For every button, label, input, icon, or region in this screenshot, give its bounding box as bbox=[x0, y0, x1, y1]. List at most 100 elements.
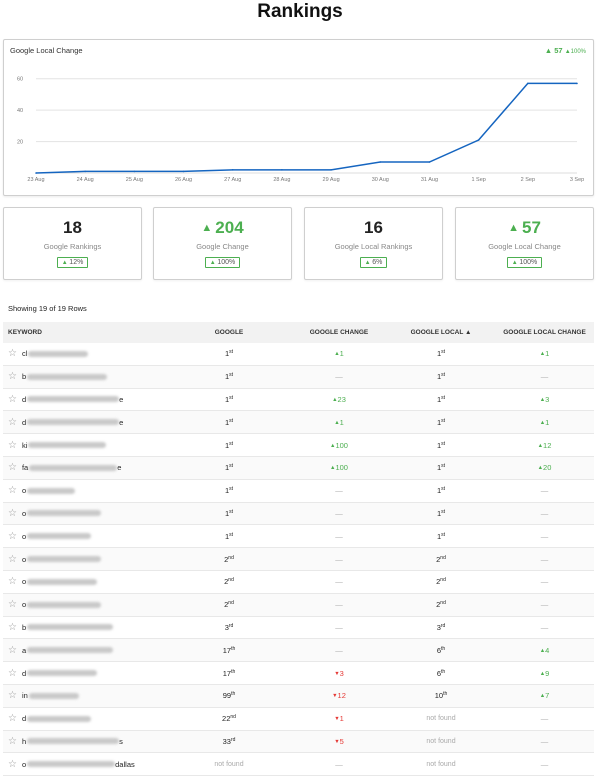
keyword-cell: ☆ o dallas bbox=[3, 759, 167, 770]
rank-suffix: th bbox=[441, 668, 446, 675]
data-point[interactable] bbox=[231, 169, 234, 171]
star-icon[interactable]: ☆ bbox=[8, 462, 17, 474]
table-row[interactable]: ☆ ki 1st ▲100 1st ▲12 bbox=[3, 434, 594, 457]
header-google-local[interactable]: GOOGLE LOCAL ▲ bbox=[410, 329, 472, 336]
star-icon[interactable]: ☆ bbox=[8, 439, 17, 451]
keyword-cell: ☆ h s bbox=[3, 736, 167, 747]
google-local-rank: 1st bbox=[387, 395, 495, 404]
stat-percent-chip: ▲ 12% bbox=[56, 257, 89, 268]
x-tick-label: 1 Sep bbox=[471, 177, 485, 183]
rank-suffix: th bbox=[441, 645, 446, 652]
table-row[interactable]: ☆ o 2nd —2nd — bbox=[3, 571, 594, 594]
google-local-change: — bbox=[540, 531, 549, 541]
rank-suffix: rd bbox=[440, 622, 446, 629]
table-row[interactable]: ☆ o 2nd —2nd — bbox=[3, 548, 594, 571]
google-rank: 3rd bbox=[167, 623, 291, 632]
rank-suffix: st bbox=[441, 463, 446, 470]
star-icon[interactable]: ☆ bbox=[8, 507, 17, 519]
data-point[interactable] bbox=[84, 170, 86, 173]
star-icon[interactable]: ☆ bbox=[8, 416, 17, 428]
data-point[interactable] bbox=[182, 170, 185, 173]
google-rank: 17th bbox=[167, 646, 291, 655]
table-row[interactable]: ☆ o 1st —1st — bbox=[3, 480, 594, 503]
star-icon[interactable]: ☆ bbox=[8, 530, 17, 542]
change-value: 1 bbox=[339, 417, 344, 427]
redacted-keyword bbox=[27, 715, 92, 722]
data-point[interactable] bbox=[379, 161, 382, 163]
data-point[interactable] bbox=[527, 82, 529, 85]
star-icon[interactable]: ☆ bbox=[8, 371, 17, 383]
rank-value: 1 bbox=[436, 463, 442, 473]
rank-suffix: st bbox=[229, 349, 234, 356]
stat-label: Google Change bbox=[196, 242, 249, 251]
rank-value: 6 bbox=[436, 668, 441, 678]
rank-value: 1 bbox=[224, 463, 230, 473]
x-tick-label: 25 Aug bbox=[126, 177, 143, 183]
table-row[interactable]: ☆ o 1st —1st — bbox=[3, 525, 594, 549]
google-rank: 1st bbox=[167, 418, 291, 427]
table-row[interactable]: ☆ o 2nd —2nd — bbox=[3, 593, 594, 617]
change-value: 100 bbox=[335, 463, 348, 473]
rank-suffix: st bbox=[441, 486, 446, 493]
table-row[interactable]: ☆ b 3rd —3rd — bbox=[3, 617, 594, 640]
keyword-cell: ☆ o bbox=[3, 599, 167, 610]
keyword-suffix: dallas bbox=[115, 759, 135, 769]
rank-value: 2 bbox=[436, 600, 441, 610]
data-point[interactable] bbox=[133, 170, 136, 173]
rank-value: 1 bbox=[224, 417, 230, 427]
star-icon[interactable]: ☆ bbox=[8, 576, 17, 588]
stat-value-text: 18 bbox=[63, 218, 82, 237]
data-point[interactable] bbox=[35, 172, 37, 174]
star-icon[interactable]: ☆ bbox=[8, 690, 17, 702]
star-icon[interactable]: ☆ bbox=[8, 735, 17, 747]
data-point[interactable] bbox=[330, 169, 332, 171]
header-keyword[interactable]: KEYWORD bbox=[8, 329, 42, 336]
up-arrow-icon: ▲ bbox=[539, 351, 546, 358]
star-icon[interactable]: ☆ bbox=[8, 621, 17, 633]
star-icon[interactable]: ☆ bbox=[8, 758, 17, 770]
star-icon[interactable]: ☆ bbox=[8, 667, 17, 679]
table-row[interactable]: ☆ h s 33rd ▼5 not found — bbox=[3, 730, 594, 754]
change-value: 1 bbox=[545, 417, 550, 427]
google-local-change: — bbox=[540, 554, 549, 564]
redacted-keyword bbox=[27, 670, 98, 677]
table-row[interactable]: ☆ in 99th ▼12 10th ▲7 bbox=[3, 684, 594, 708]
table-row[interactable]: ☆ o 1st —1st — bbox=[3, 502, 594, 526]
keyword-prefix: o bbox=[21, 600, 27, 610]
up-arrow-icon: ▲ bbox=[539, 419, 546, 426]
star-icon[interactable]: ☆ bbox=[8, 485, 17, 497]
google-rank: 2nd bbox=[167, 555, 291, 564]
data-point[interactable] bbox=[281, 169, 283, 171]
rank-value: 1 bbox=[436, 486, 442, 496]
star-icon[interactable]: ☆ bbox=[8, 348, 17, 360]
star-icon[interactable]: ☆ bbox=[8, 644, 17, 656]
star-icon[interactable]: ☆ bbox=[8, 393, 17, 405]
table-row[interactable]: ☆ b 1st —1st — bbox=[3, 365, 594, 389]
data-point[interactable] bbox=[477, 139, 480, 141]
table-row[interactable]: ☆ o dallas not found — not found — bbox=[3, 753, 594, 777]
x-tick-label: 27 Aug bbox=[224, 177, 241, 183]
header-google-local-change[interactable]: GOOGLE LOCAL CHANGE bbox=[503, 329, 586, 336]
table-row[interactable]: ☆ d 22nd ▼1 not found — bbox=[3, 708, 594, 731]
up-arrow-icon: ▲ bbox=[330, 465, 336, 472]
data-point[interactable] bbox=[576, 82, 578, 85]
google-change: — bbox=[335, 645, 343, 655]
table-row[interactable]: ☆ d e 1st ▲1 1st ▲1 bbox=[3, 411, 594, 435]
rank-value: 2 bbox=[224, 577, 229, 587]
header-google-change[interactable]: GOOGLE CHANGE bbox=[309, 329, 369, 336]
table-row[interactable]: ☆ cl 1st ▲1 1st ▲1 bbox=[3, 343, 594, 366]
star-icon[interactable]: ☆ bbox=[8, 599, 17, 611]
chart-title: Google Local Change bbox=[10, 46, 83, 55]
keyword-suffix: e bbox=[117, 463, 122, 473]
table-row[interactable]: ☆ d e 1st ▲23 1st ▲3 bbox=[3, 389, 594, 412]
star-icon[interactable]: ☆ bbox=[8, 713, 17, 725]
star-icon[interactable]: ☆ bbox=[8, 553, 17, 565]
table-row[interactable]: ☆ fa e 1st ▲100 1st ▲20 bbox=[3, 456, 594, 480]
table-row[interactable]: ☆ a 17th —6th ▲4 bbox=[3, 639, 594, 663]
google-local-change: — bbox=[540, 372, 549, 382]
data-point[interactable] bbox=[428, 161, 431, 163]
table-row[interactable]: ☆ d 17th ▼3 6th ▲9 bbox=[3, 662, 594, 685]
header-google[interactable]: GOOGLE bbox=[214, 329, 244, 336]
rank-value: 22 bbox=[222, 714, 231, 724]
google-local-rank: not found bbox=[426, 715, 456, 723]
